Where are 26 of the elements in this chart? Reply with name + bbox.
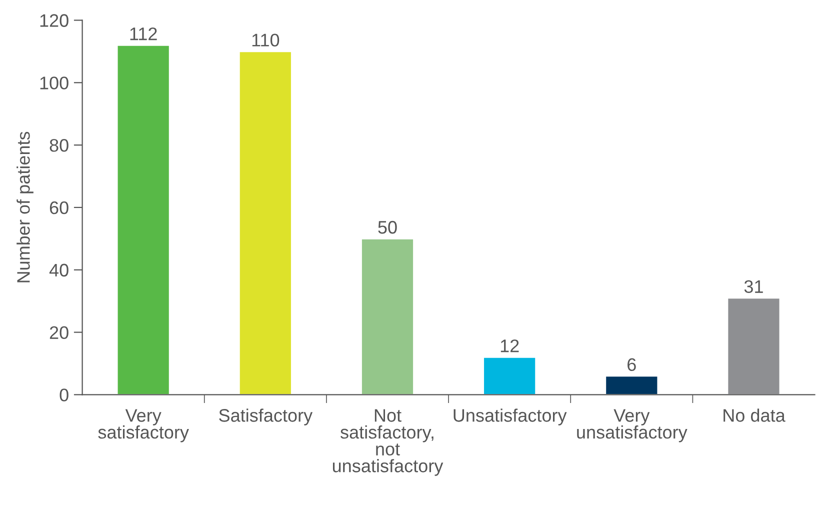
- bar: [238, 50, 292, 395]
- bar: [604, 375, 659, 395]
- y-tick-label: 80: [50, 138, 68, 152]
- x-tick-label: Very satisfactory: [98, 409, 189, 442]
- bar: [482, 356, 537, 395]
- y-tick-label: 0: [60, 388, 68, 402]
- y-tick-label: 60: [50, 201, 68, 214]
- bar: [360, 238, 414, 395]
- x-tick-label: Satisfactory: [219, 408, 313, 426]
- bar: [116, 44, 170, 395]
- data-label: 6: [628, 358, 636, 371]
- x-tick-label: Not satisfactory, not unsatisfactory: [332, 409, 444, 476]
- data-label: 31: [744, 280, 763, 293]
- data-label: 12: [500, 339, 519, 352]
- x-tick-label: No data: [724, 408, 786, 422]
- bar: [726, 297, 781, 395]
- y-tick-label: 120: [40, 14, 68, 27]
- data-label: 110: [252, 34, 280, 46]
- x-tick-label: Unsatisfactory: [454, 408, 567, 426]
- data-label: 112: [130, 27, 157, 40]
- y-tick-label: 20: [50, 326, 68, 339]
- data-label: 50: [378, 220, 397, 234]
- y-tick-label: 40: [49, 264, 68, 277]
- y-tick-label: 100: [40, 76, 68, 90]
- x-tick-label: Very unsatisfactory: [577, 409, 688, 442]
- y-axis-title: Number of patients: [16, 132, 34, 282]
